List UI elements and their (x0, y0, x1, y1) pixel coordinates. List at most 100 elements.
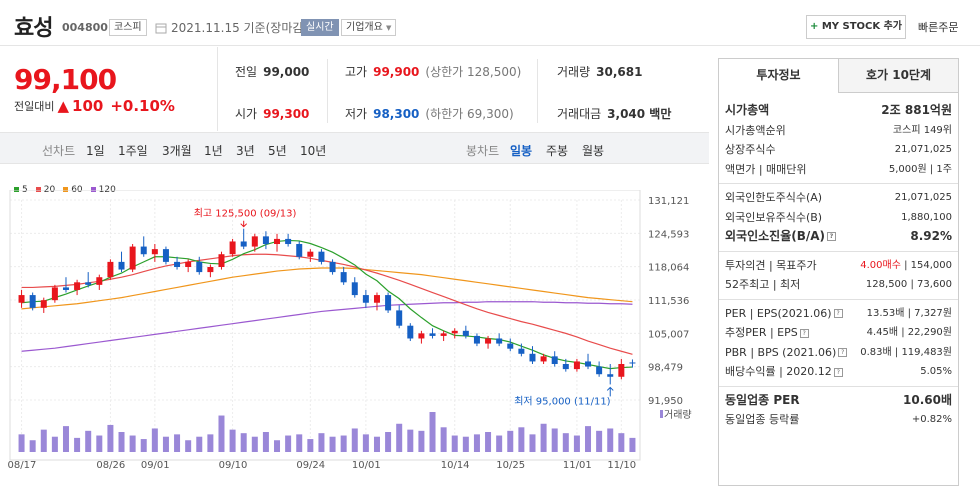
candle-body (429, 333, 436, 336)
candle-body (129, 246, 136, 270)
volume-bar (607, 428, 614, 452)
candle-body (140, 246, 147, 255)
mystock-add-button[interactable]: + MY STOCK 추가 (806, 15, 906, 39)
candle-chart-label: 봉차트 (466, 144, 500, 158)
candle-body (307, 251, 314, 257)
volume-bar (529, 434, 536, 452)
candle-body (251, 236, 258, 247)
tab-orderbook[interactable]: 호가 10단계 (839, 59, 958, 93)
candle-body (274, 238, 281, 245)
candle-body (262, 236, 269, 245)
period-3y[interactable]: 3년 (236, 144, 255, 158)
candle-monthly[interactable]: 월봉 (582, 144, 605, 158)
foreign-limit-row: 외국인한도주식수(A) 21,071,025 (725, 191, 952, 204)
candle-body (418, 333, 425, 339)
period-1w[interactable]: 1주일 (118, 144, 148, 158)
help-icon[interactable]: ? (799, 328, 809, 338)
market-cap-row: 시가총액 2조 881억원 (725, 103, 952, 117)
candle-daily[interactable]: 일봉 (510, 144, 533, 158)
period-5y[interactable]: 5년 (268, 144, 287, 158)
prev-close: 전일 99,000 (235, 63, 309, 80)
low-arrow-icon (606, 386, 614, 397)
candle-weekly[interactable]: 주봉 (546, 144, 569, 158)
candle-body (185, 261, 192, 267)
candle-body (351, 282, 358, 296)
volume-bar (451, 435, 458, 452)
volume-bar (262, 432, 269, 452)
period-1y[interactable]: 1년 (204, 144, 223, 158)
prev-value: 99,000 (263, 65, 310, 79)
chevron-down-icon: ▼ (386, 24, 392, 32)
y-tick-label: 91,950 (648, 396, 683, 407)
trade-amount: 거래대금 3,040 백만 (557, 105, 671, 122)
candle-body (496, 338, 503, 344)
candle-body (373, 295, 380, 303)
volume-value: 30,681 (596, 65, 643, 79)
period-10y[interactable]: 10년 (300, 144, 327, 158)
quote-grid: 전일 99,000 고가 99,900 (상한가 128,500) 거래량 30,681… (219, 47, 709, 131)
pbr-row: PBR | BPS (2021.06)? 0.83배 | 119,483원 (725, 345, 952, 359)
prev-label: 전일 (235, 65, 258, 79)
help-icon[interactable]: ? (827, 232, 837, 241)
candle-body (596, 366, 603, 375)
volume-bar (51, 436, 58, 452)
quick-order-link[interactable]: 빠른주문 (918, 21, 959, 34)
candle-body (340, 272, 347, 283)
candle-body (285, 238, 292, 245)
low-limit: (하한가 69,300) (425, 107, 514, 121)
volume-bar (207, 434, 214, 452)
volume-bar (496, 435, 503, 452)
foreign-section: 외국인한도주식수(A) 21,071,025 외국인보유주식수(B) 1,880,1… (719, 184, 958, 252)
volume-bar (307, 439, 314, 452)
volume-bar (18, 434, 25, 452)
volume-bar (507, 430, 514, 452)
volume-bar (407, 429, 414, 452)
x-tick-label: 09/24 (296, 460, 325, 471)
open-price: 시가 99,300 (235, 105, 309, 122)
period-1d[interactable]: 1일 (86, 144, 105, 158)
volume-bar (473, 434, 480, 452)
x-tick-label: 08/17 (8, 460, 37, 471)
per-row: PER | EPS(2021.06)? 13.53배 | 7,327원 (725, 306, 952, 320)
candle-body (362, 295, 369, 303)
volume-bar (285, 435, 292, 452)
industry-per-row: 동일업종 PER 10.60배 (725, 392, 952, 407)
help-icon[interactable]: ? (833, 309, 843, 318)
tab-invest-info[interactable]: 투자정보 (719, 59, 839, 93)
help-icon[interactable]: ? (833, 367, 843, 377)
candle-body (107, 261, 114, 278)
y-tick-label: 131,121 (648, 196, 689, 207)
candle-body (229, 241, 236, 255)
candle-body (240, 241, 247, 247)
high-value: 99,900 (373, 65, 420, 79)
volume-bar (85, 430, 92, 452)
candle-body (196, 261, 203, 273)
candle-body (485, 338, 492, 344)
market-cap-section: 시가총액 2조 881억원 시가총액순위 코스피 149위 상장주식수 21,071,… (719, 93, 958, 184)
candle-body (407, 325, 414, 339)
y-tick-label: 124,593 (648, 229, 689, 240)
candle-body (29, 295, 36, 308)
open-value: 99,300 (263, 107, 310, 121)
y-tick-label: 98,479 (648, 363, 683, 374)
volume-bar (151, 428, 158, 452)
candle-body (62, 287, 69, 290)
volume-bar (485, 432, 492, 452)
period-3m[interactable]: 3개월 (162, 144, 192, 158)
volume-bar (373, 436, 380, 452)
ma120-line (21, 301, 633, 352)
open-label: 시가 (235, 107, 258, 121)
volume-bar (562, 433, 569, 452)
candle-body (40, 300, 47, 308)
price-box: 99,100 전일대비 ▲ 100 +0.10% (0, 47, 218, 131)
realtime-button[interactable]: 실시간 (301, 19, 339, 36)
company-overview-dropdown[interactable]: 기업개요 ▼ (341, 19, 397, 36)
volume-bar (174, 434, 181, 452)
price-chart[interactable]: 131,121 124,593 118,064 111,536 105,007 98,47… (0, 190, 709, 486)
x-tick-label: 08/26 (96, 460, 125, 471)
high-limit: (상한가 128,500) (425, 65, 522, 79)
market-badge: 코스피 (109, 19, 147, 36)
candle-body (440, 333, 447, 336)
help-icon[interactable]: ? (838, 348, 848, 357)
candle-body (451, 330, 458, 334)
